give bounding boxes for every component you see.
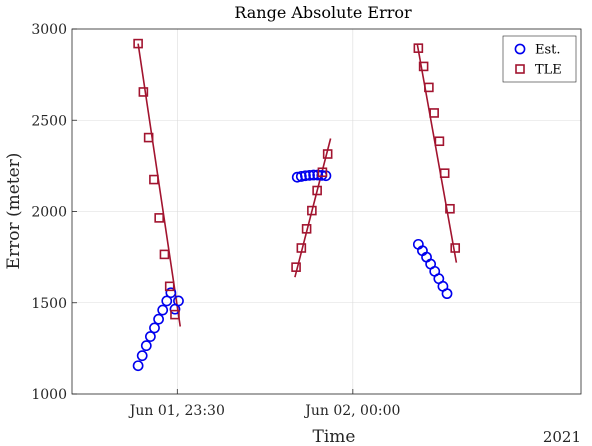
- tle-point: [164, 281, 175, 292]
- tle-point: [301, 224, 312, 234]
- y-tick-label: 3000: [31, 22, 67, 38]
- legend-entry-label: TLE: [535, 63, 562, 78]
- y-tick-label: 1000: [31, 387, 67, 403]
- y-tick-label: 2000: [31, 205, 67, 221]
- legend-box: [502, 35, 577, 83]
- x-axis-label: Time: [313, 427, 356, 446]
- tle-point: [429, 108, 439, 118]
- tle-point: [317, 167, 328, 178]
- tle-fit-line: [294, 138, 332, 278]
- tle-point: [434, 136, 445, 147]
- tle-point: [450, 243, 461, 253]
- chart-title: Range Absolute Error: [234, 3, 412, 22]
- tle-point: [418, 61, 429, 72]
- y-tick-label: 2500: [31, 113, 67, 129]
- fit-lines: [137, 43, 458, 327]
- x-tick-label: Jun 01, 23:30: [128, 403, 225, 419]
- est-point: [173, 295, 184, 307]
- tle-point: [133, 38, 143, 49]
- legend-entry-label: Est.: [535, 43, 561, 58]
- tle-point: [424, 82, 434, 93]
- est-point: [300, 170, 311, 182]
- tle-fit-line: [416, 43, 458, 263]
- est-point: [295, 171, 307, 182]
- est-point: [161, 295, 173, 307]
- est-point: [140, 340, 152, 352]
- est-point: [165, 287, 177, 299]
- y-tick-label: 1500: [31, 296, 67, 312]
- tle-point: [138, 87, 149, 97]
- tle-point: [291, 262, 301, 272]
- legend-marker-est: [514, 43, 526, 55]
- tle-point: [312, 185, 322, 196]
- data-markers: [132, 38, 461, 372]
- est-point: [144, 331, 156, 342]
- tle-point: [296, 243, 307, 253]
- legend: Est. TLE: [502, 35, 577, 83]
- tle-point: [439, 168, 450, 178]
- est-point: [304, 169, 315, 181]
- x-secondary-label: 2021: [543, 428, 581, 446]
- tle-point: [413, 43, 424, 53]
- est-point: [157, 304, 169, 316]
- y-axis-label: Error (meter): [4, 153, 24, 270]
- est-point: [132, 360, 144, 372]
- est-point: [153, 313, 164, 325]
- legend-marker-tle: [515, 64, 525, 74]
- grid-lines: [72, 28, 581, 395]
- tle-point: [159, 249, 170, 260]
- tle-point: [307, 205, 317, 216]
- tle-fit-line: [137, 43, 182, 327]
- tle-point: [322, 149, 333, 159]
- est-point: [136, 350, 148, 362]
- x-tick-label: Jun 02, 00:00: [303, 403, 400, 419]
- tle-point: [170, 309, 180, 320]
- est-point: [291, 171, 303, 183]
- tle-point: [154, 213, 164, 223]
- est-point: [441, 288, 453, 300]
- tle-point: [143, 132, 154, 143]
- axes: 1000 1500 2000 2500 3000 Jun 01, 23:30 Jun 02,…: [31, 22, 400, 419]
- tle-point: [149, 174, 159, 185]
- tle-point: [445, 203, 455, 214]
- est-point: [149, 322, 160, 334]
